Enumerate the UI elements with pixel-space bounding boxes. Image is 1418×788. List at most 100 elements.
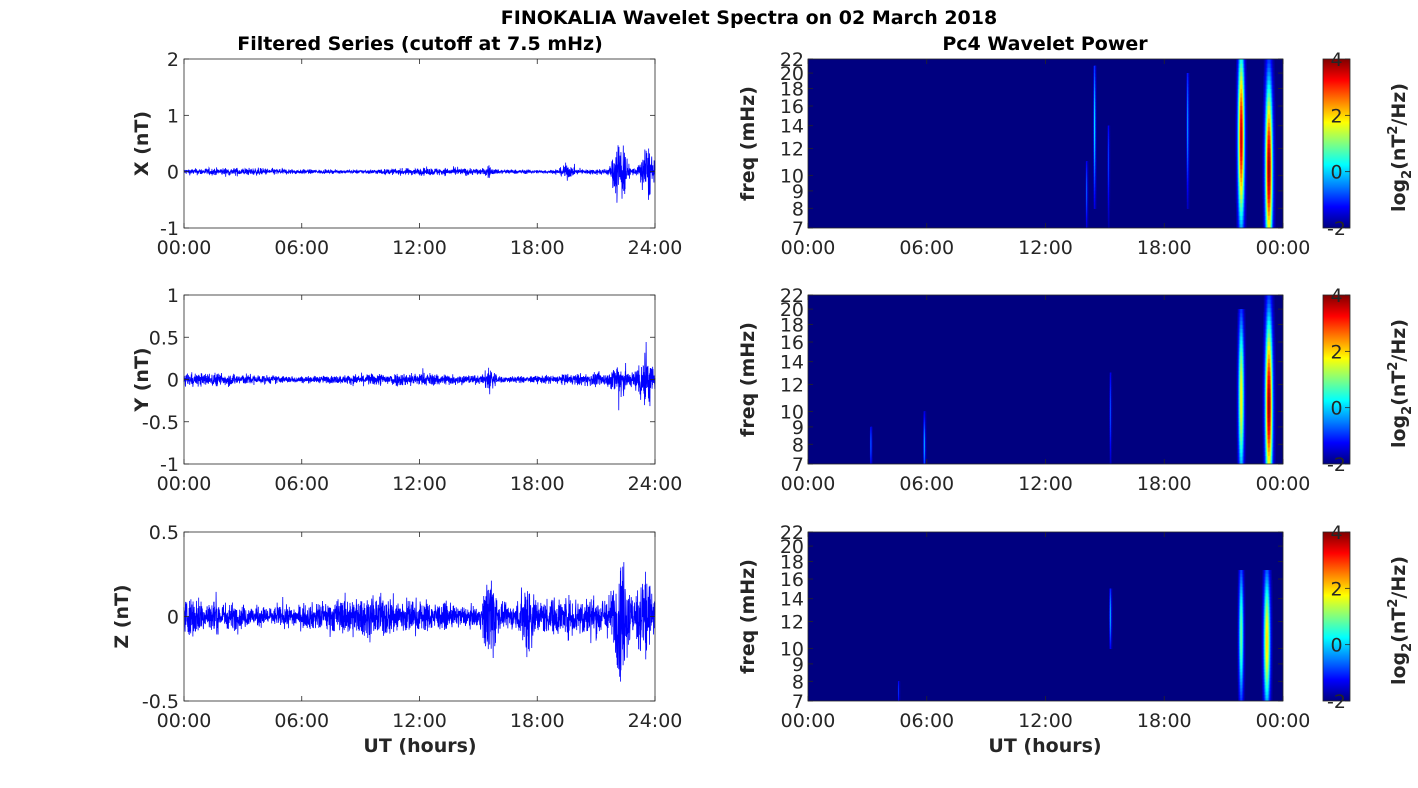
heatmap-cell [1241,71,1243,77]
heatmap-cell [1242,126,1244,132]
heatmap-cell [1238,151,1240,157]
heatmap-cell [1236,97,1238,102]
heatmap-cell [1238,71,1240,77]
heatmap-cell [1268,168,1270,174]
heatmap-cell [1269,88,1271,94]
heatmap-cell [1244,63,1246,68]
heatmap-cell [1274,135,1276,140]
heatmap-cell [1264,211,1266,216]
heatmap-cell [1266,135,1268,140]
heatmap-cell [1265,109,1267,115]
heatmap-cell [1272,219,1274,225]
heatmap-cell [1262,101,1264,106]
heatmap-cell [1274,160,1276,166]
heatmap-cell [1096,105,1097,110]
heatmap-cell [1269,185,1271,191]
x-tick-label: 24:00 [628,710,683,732]
heatmap-cell [1235,92,1237,98]
heatmap-cell [1243,80,1245,85]
heatmap-cell [1240,185,1242,191]
heatmap-cell [1238,143,1239,149]
heatmap-cell [1238,202,1240,208]
heatmap-cell [1189,106,1190,111]
heatmap-cell [1270,173,1272,178]
heatmap-cell [1243,80,1245,85]
heatmap-cell [1236,109,1238,115]
heatmap-cell [1270,113,1272,119]
y-tick-label: 10 [780,165,804,187]
heatmap-cell [1262,206,1264,212]
heatmap-cell [1268,130,1270,136]
heatmap-cell [1265,194,1267,199]
heatmap-cell [1275,181,1277,187]
heatmap-cell [1241,80,1243,85]
heatmap-cell [1246,139,1248,144]
heatmap-cell [1266,80,1268,85]
heatmap-cell [1242,139,1244,144]
heatmap-cell [1245,75,1247,81]
heatmap-cell [1189,83,1190,88]
heatmap-cell [1245,113,1247,119]
heatmap-cell [1267,118,1269,123]
heatmap-cell [1245,198,1247,204]
heatmap-cell [1096,144,1097,149]
heatmap-cell [1261,147,1263,153]
heatmap-cell [1263,202,1265,208]
heatmap-cell [1237,185,1239,191]
heatmap-cell [1269,151,1271,157]
heatmap-cell [1273,206,1275,212]
y-tick-label: 0 [167,607,179,629]
heatmap-cell [1266,63,1268,68]
heatmap-cell [1243,206,1245,212]
heatmap-cell [1244,185,1246,191]
heatmap-cell [1240,219,1242,225]
heatmap-cell [1237,80,1239,85]
heatmap-cell [1237,173,1238,178]
heatmap-cell [1264,151,1266,157]
heatmap-cell [1246,118,1248,123]
heatmap-cell [1244,135,1246,140]
heatmap-cell [1241,151,1243,157]
heatmap-cell [1240,75,1242,81]
heatmap-cell [1235,126,1237,132]
heatmap-cell [1265,156,1267,161]
heatmap-cell [1264,185,1266,191]
heatmap-cell [1269,139,1271,144]
heatmap-cell [1240,160,1242,166]
heatmap-cell [1242,84,1244,90]
heatmap-cell [1096,108,1097,113]
heatmap-cell [1243,156,1245,161]
heatmap-cell [1265,215,1267,221]
heatmap-cell [1264,88,1266,94]
heatmap-cell [1269,63,1271,68]
heatmap-cell [1238,118,1239,123]
heatmap-cell [1087,192,1089,196]
heatmap-cell [1244,71,1246,77]
heatmap-cell [1245,84,1247,90]
heatmap-cell [1267,194,1269,199]
heatmap-cell [1269,59,1271,64]
heatmap-cell [1243,126,1245,132]
heatmap-cell [1240,156,1242,161]
heatmap-cell [1245,71,1247,77]
heatmap-cell [1244,105,1246,111]
heatmap-cell [1268,67,1270,73]
heatmap-cell [1243,198,1245,204]
heatmap-cell [1265,206,1267,212]
heatmap-cell [1237,63,1238,68]
heatmap-cell [1264,118,1266,123]
heatmap-cell [1269,181,1271,187]
heatmap-cell [1109,148,1111,152]
heatmap-cell [1264,113,1266,119]
heatmap-cell [1238,67,1240,73]
heatmap-cell [1243,109,1245,115]
heatmap-cell [1239,71,1241,77]
heatmap-cell [1241,185,1243,191]
heatmap-cell [1239,219,1241,225]
heatmap-cell [1270,143,1272,149]
heatmap-cell [1269,223,1271,228]
heatmap-cell [1109,166,1111,170]
heatmap-cell [1189,140,1190,145]
heatmap-cell [1273,160,1275,166]
heatmap-cell [1235,118,1236,123]
